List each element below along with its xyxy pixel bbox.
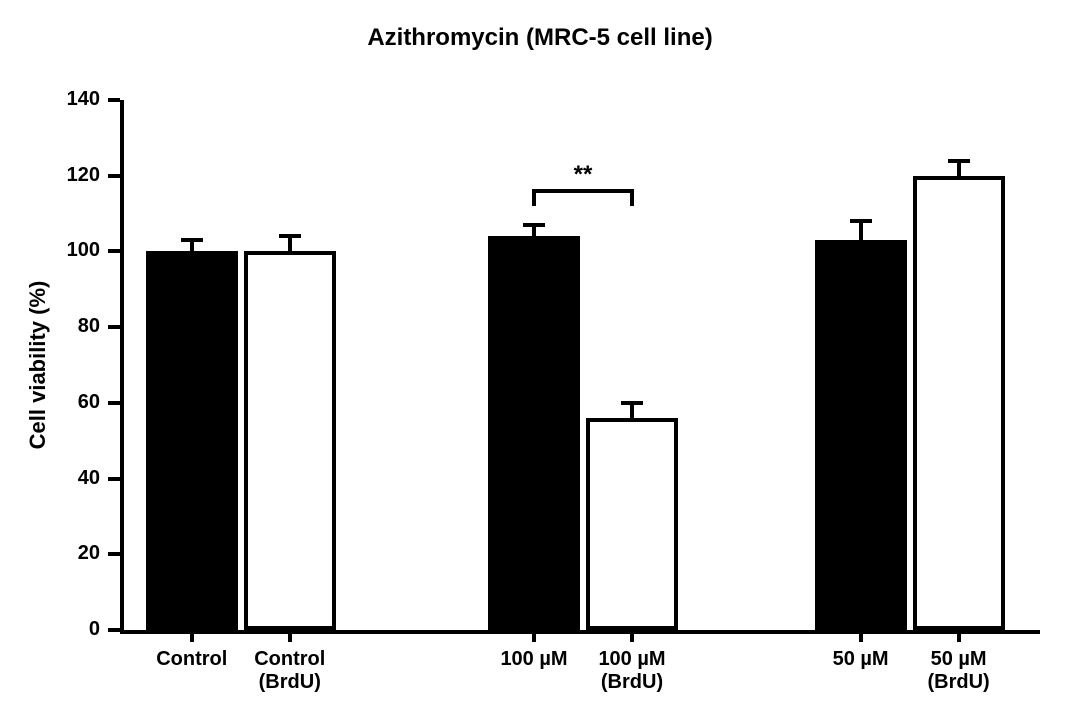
significance-bracket — [532, 189, 634, 193]
chart-stage: Azithromycin (MRC-5 cell line) Cell viab… — [0, 0, 1080, 727]
y-tick-label: 100 — [48, 239, 100, 262]
y-tick — [108, 325, 120, 329]
significance-bracket — [630, 191, 634, 206]
errorbar-stem — [630, 403, 634, 418]
y-axis-line — [120, 100, 124, 630]
errorbar-stem — [859, 221, 863, 240]
x-tick-label: 50 µM (BrdU) — [889, 648, 1029, 694]
bar-control-1 — [244, 251, 336, 630]
y-tick-label: 80 — [48, 315, 100, 338]
bar-control-0 — [146, 251, 238, 630]
y-tick — [108, 477, 120, 481]
errorbar-cap — [621, 401, 643, 405]
x-tick-label: Control (BrdU) — [220, 648, 360, 694]
y-tick-label: 120 — [48, 164, 100, 187]
errorbar-cap — [850, 219, 872, 223]
bar-100uM-1 — [586, 418, 678, 630]
significance-bracket — [532, 191, 536, 206]
errorbar-cap — [948, 159, 970, 163]
x-tick-label: 100 µM (BrdU) — [562, 648, 702, 694]
errorbar-cap — [279, 234, 301, 238]
y-tick — [108, 98, 120, 102]
bar-50uM-0 — [815, 240, 907, 630]
y-tick — [108, 174, 120, 178]
errorbar-cap — [181, 238, 203, 242]
y-tick — [108, 401, 120, 405]
bar-50uM-1 — [913, 176, 1005, 630]
y-tick — [108, 249, 120, 253]
y-tick-label: 60 — [48, 391, 100, 414]
errorbar-stem — [957, 161, 961, 176]
errorbar-stem — [288, 236, 292, 251]
x-tick — [630, 630, 634, 642]
x-tick — [957, 630, 961, 642]
errorbar-cap — [523, 223, 545, 227]
x-tick — [190, 630, 194, 642]
x-tick — [288, 630, 292, 642]
y-tick — [108, 628, 120, 632]
y-tick — [108, 552, 120, 556]
y-tick-label: 20 — [48, 542, 100, 565]
x-tick — [532, 630, 536, 642]
significance-label: ** — [553, 161, 613, 189]
chart-title: Azithromycin (MRC-5 cell line) — [0, 24, 1080, 52]
x-tick — [859, 630, 863, 642]
y-tick-label: 40 — [48, 467, 100, 490]
x-axis-line — [120, 630, 1040, 634]
y-tick-label: 140 — [48, 88, 100, 111]
bar-100uM-0 — [488, 236, 580, 630]
y-tick-label: 0 — [48, 618, 100, 641]
